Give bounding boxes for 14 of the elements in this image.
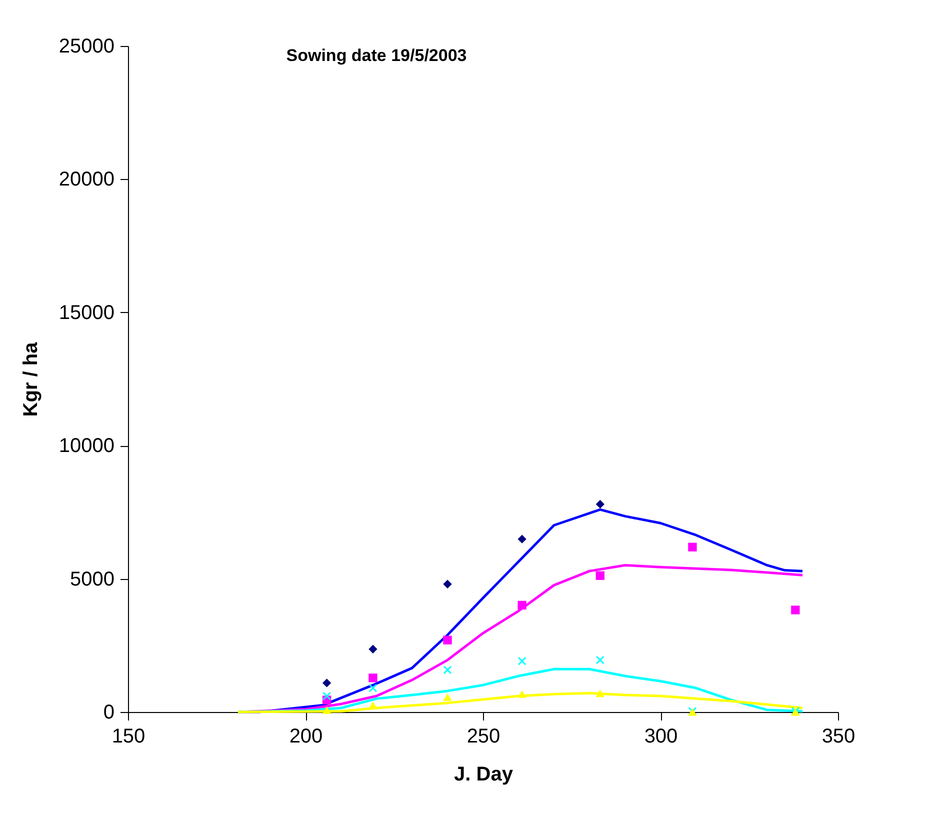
y-tick-label: 0 [103,702,114,724]
y-tick-label: 5000 [70,568,114,590]
y-tick-label: 10000 [58,435,114,458]
x-tick-label: 200 [289,726,323,748]
x-axis-title: J. Day [454,764,514,786]
chart-title: Sowing date 19/5/2003 [286,46,467,65]
x-tick-label: 150 [112,726,146,748]
x-tick-label: 350 [822,726,856,748]
y-tick-label: 15000 [58,302,114,324]
x-tick-label: 300 [644,726,678,748]
y-tick-label: 20000 [58,168,114,191]
y-tick-label: 25000 [58,36,114,58]
x-tick-label: 250 [466,726,500,748]
y-axis-title: Kgr / ha [20,341,42,417]
